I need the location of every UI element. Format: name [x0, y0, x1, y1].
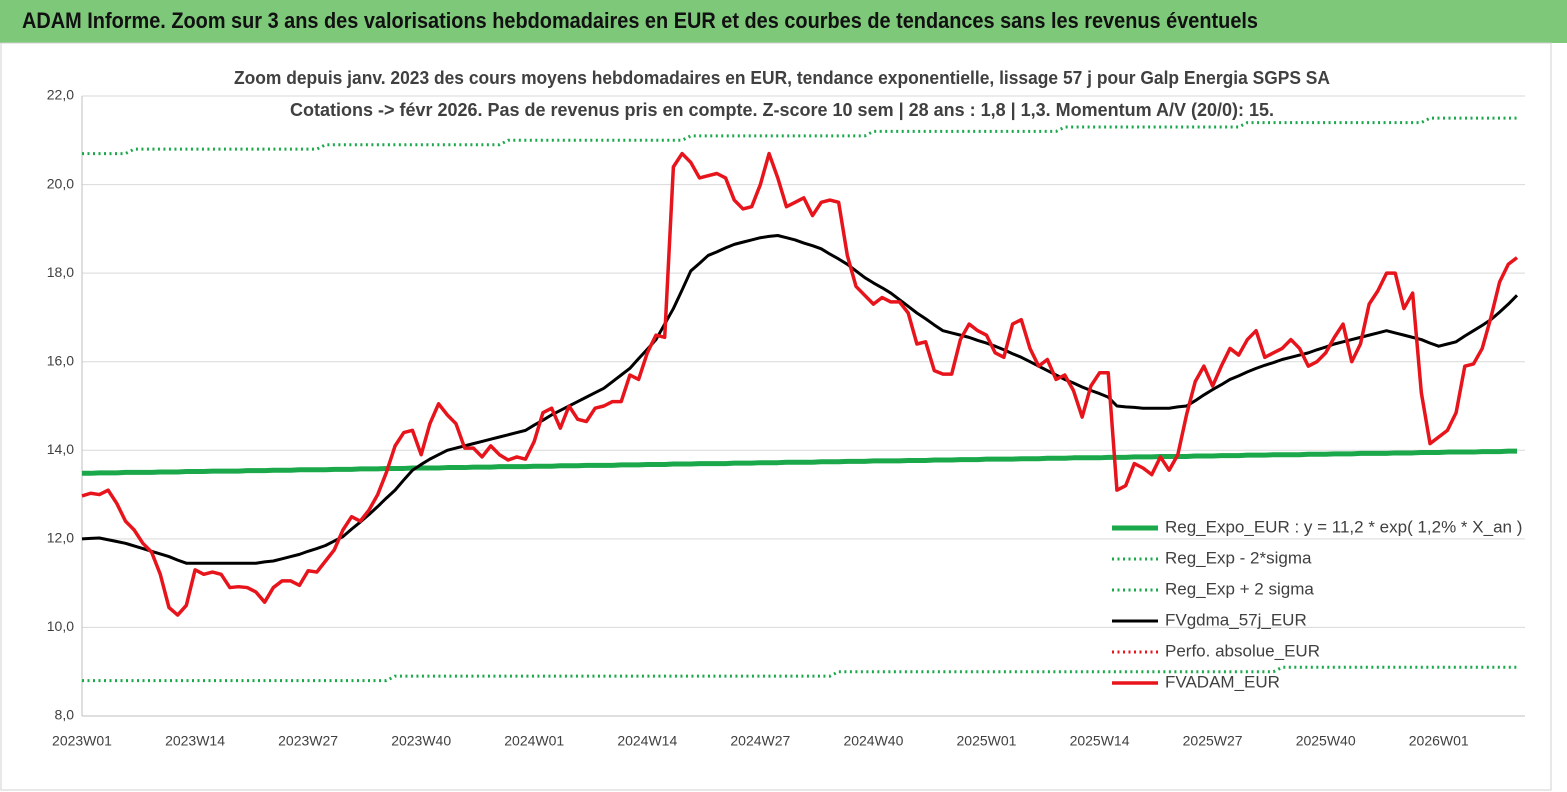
x-tick-label: 2025W40 [1296, 733, 1356, 749]
x-tick-label: 2023W27 [278, 733, 338, 749]
x-tick-label: 2025W01 [957, 733, 1017, 749]
y-tick-label: 10,0 [47, 618, 74, 634]
chart-title: ADAM Informe. Zoom sur 3 ans des valoris… [22, 8, 1258, 33]
x-tick-label: 2026W01 [1409, 733, 1469, 749]
x-tick-label: 2025W27 [1183, 733, 1243, 749]
series-line [82, 116, 1517, 156]
legend-label: Reg_Expo_EUR : y = 11,2 * exp( 1,2% * X_… [1165, 517, 1522, 536]
series-line [81, 234, 1519, 565]
y-tick-label: 8,0 [55, 707, 75, 723]
legend-label: Perfo. absolue_EUR [1165, 641, 1320, 660]
x-tick-label: 2024W01 [504, 733, 564, 749]
title-banner [0, 0, 1567, 43]
plot-area: 8,0 10,0 12,0 14,0 16,0 18,0 20,0 22,0 2023W01 20… [47, 87, 1525, 749]
subtitle: Cotations -> févr 2026. Pas de revenus p… [290, 100, 1274, 120]
x-tick-label: 2023W40 [391, 733, 451, 749]
x-tick-label: 2024W14 [617, 733, 677, 749]
x-tick-label: 2024W40 [843, 733, 903, 749]
y-tick-label: 18,0 [47, 264, 74, 280]
legend-label: FVgdma_57j_EUR [1165, 610, 1307, 629]
legend-label: Reg_Exp + 2 sigma [1165, 579, 1314, 598]
x-tick-label: 2025W14 [1070, 733, 1130, 749]
x-tick-label: 2023W01 [52, 733, 112, 749]
y-tick-label: 16,0 [47, 352, 74, 368]
x-tick-label: 2024W27 [730, 733, 790, 749]
x-tick-label: 2023W14 [165, 733, 225, 749]
legend-label: Reg_Exp - 2*sigma [1165, 548, 1312, 567]
y-tick-label: 22,0 [47, 87, 74, 103]
legend-label: FVADAM_EUR [1165, 672, 1280, 691]
y-tick-label: 12,0 [47, 530, 74, 546]
y-tick-label: 20,0 [47, 175, 74, 191]
subtitle: Zoom depuis janv. 2023 des cours moyens … [234, 68, 1330, 88]
y-tick-label: 14,0 [47, 441, 74, 457]
frame [0, 42, 1552, 791]
series-line [81, 151, 1519, 617]
series-line [82, 448, 1517, 476]
